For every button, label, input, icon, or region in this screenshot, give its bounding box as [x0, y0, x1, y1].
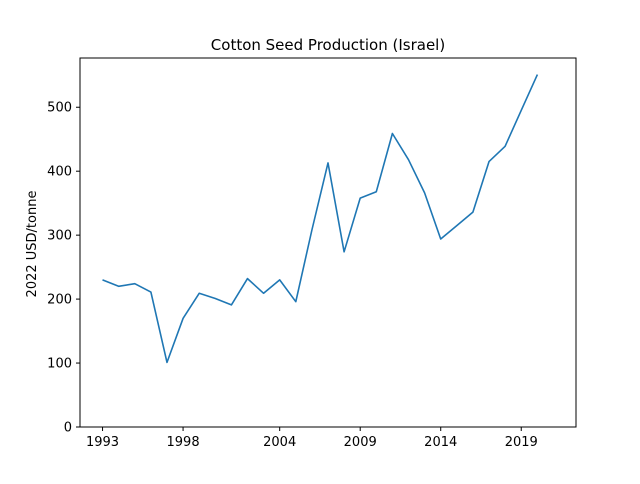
- chart-title: Cotton Seed Production (Israel): [211, 36, 445, 54]
- y-tick-label: 500: [47, 101, 72, 116]
- y-axis-label: 2022 USD/tonne: [25, 191, 40, 298]
- x-tick-label: 2004: [263, 435, 296, 450]
- y-tick-label: 0: [64, 421, 72, 436]
- y-tick-label: 300: [47, 229, 72, 244]
- x-tick-label: 2009: [344, 435, 377, 450]
- plot-frame: [79, 57, 577, 428]
- x-tick-label: 2014: [424, 435, 457, 450]
- series-layer: [102, 74, 539, 364]
- series-line: [102, 74, 539, 364]
- y-tick-label: 400: [47, 165, 72, 180]
- x-tick-label: 1993: [86, 435, 119, 450]
- x-tick-label: 2019: [505, 435, 538, 450]
- axis-ticks: 1993 1998 2004 2009 2014 2019 0 100 200 300 400 500: [47, 101, 538, 450]
- y-tick-label: 100: [47, 357, 72, 372]
- x-tick-label: 1998: [167, 435, 200, 450]
- y-tick-label: 200: [47, 293, 72, 308]
